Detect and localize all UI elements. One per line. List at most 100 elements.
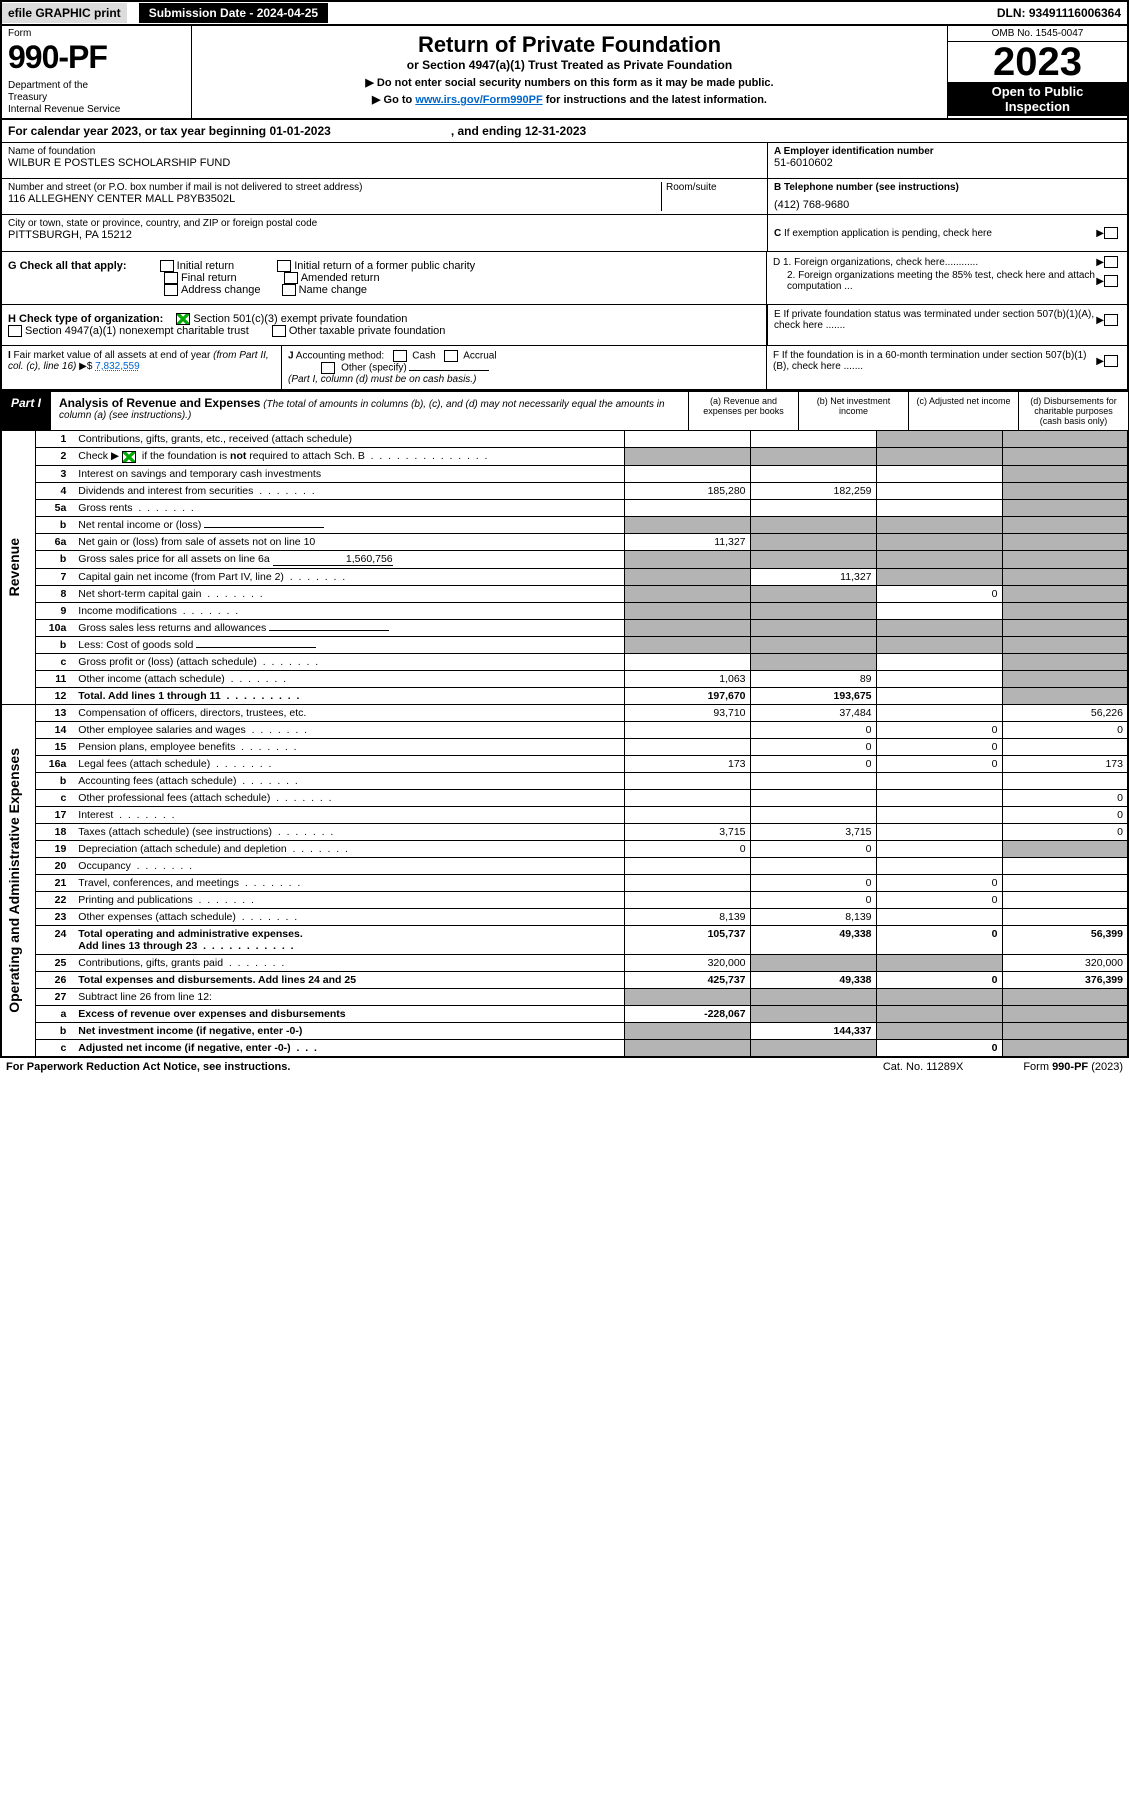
f-cb[interactable] (1104, 355, 1118, 367)
expenses-side-label: Operating and Administrative Expenses (1, 704, 35, 1056)
d2-label: 2. Foreign organizations meeting the 85%… (773, 270, 1096, 292)
amount-cell (1002, 602, 1128, 619)
h-label: H Check type of organization: (8, 313, 163, 325)
g-section: G Check all that apply: Initial return I… (2, 252, 767, 304)
line-description: Other professional fees (attach schedule… (74, 789, 624, 806)
amount-cell (876, 465, 1002, 482)
line-description: Printing and publications . . . . . . . (74, 891, 624, 908)
header-center: Return of Private Foundation or Section … (192, 26, 947, 118)
table-row: Revenue1Contributions, gifts, grants, et… (1, 431, 1128, 448)
line-description: Interest on savings and temporary cash i… (74, 465, 624, 482)
amount-cell (876, 806, 1002, 823)
submission-date: Submission Date - 2024-04-25 (139, 3, 328, 23)
tax-year: 2023 (948, 42, 1127, 82)
amount-cell (750, 954, 876, 971)
h-501c3-cb[interactable] (176, 313, 190, 325)
phone-label: B Telephone number (see instructions) (774, 182, 959, 193)
other-specify-input[interactable] (409, 370, 489, 371)
line-number: 7 (35, 568, 74, 585)
amount-cell: 0 (750, 840, 876, 857)
amount-cell (1002, 482, 1128, 499)
amount-cell (624, 465, 750, 482)
amount-cell: 89 (750, 670, 876, 687)
sch-b-cb[interactable] (122, 451, 136, 463)
irs-link[interactable]: www.irs.gov/Form990PF (415, 94, 542, 106)
line-number: 19 (35, 840, 74, 857)
amount-cell: 0 (750, 755, 876, 772)
amount-cell (750, 465, 876, 482)
phone-value: (412) 768-9680 (774, 193, 1121, 211)
amount-cell (1002, 1039, 1128, 1056)
table-row: 7Capital gain net income (from Part IV, … (1, 568, 1128, 585)
amount-cell (876, 533, 1002, 550)
form-subtitle: or Section 4947(a)(1) Trust Treated as P… (198, 58, 941, 72)
table-row: 11Other income (attach schedule) . . . .… (1, 670, 1128, 687)
calendar-year-row: For calendar year 2023, or tax year begi… (0, 120, 1129, 143)
addr-change-cb[interactable] (164, 284, 178, 296)
h-4947-cb[interactable] (8, 325, 22, 337)
f-label: F If the foundation is in a 60-month ter… (773, 350, 1096, 372)
cal-year-begin: For calendar year 2023, or tax year begi… (8, 124, 331, 138)
ein-value: 51-6010602 (774, 157, 1121, 169)
e-section: E If private foundation status was termi… (767, 305, 1127, 345)
cash-cb[interactable] (393, 350, 407, 362)
amount-cell: 0 (876, 738, 1002, 755)
amount-cell: 0 (1002, 806, 1128, 823)
line-description: Accounting fees (attach schedule) . . . … (74, 772, 624, 789)
amount-cell (1002, 738, 1128, 755)
cal-year-end: , and ending 12-31-2023 (451, 124, 586, 138)
amount-cell (1002, 772, 1128, 789)
e-cb[interactable] (1104, 314, 1118, 326)
ein-label: A Employer identification number (774, 146, 934, 157)
accrual-cb[interactable] (444, 350, 458, 362)
line-number: 2 (35, 448, 74, 465)
line-number: 13 (35, 704, 74, 721)
open-inspection: Open to PublicInspection (948, 82, 1127, 116)
revenue-side-label: Revenue (1, 431, 35, 704)
amount-cell (624, 772, 750, 789)
amount-cell: 11,327 (624, 533, 750, 550)
amount-cell (750, 585, 876, 602)
h-other-cb[interactable] (272, 325, 286, 337)
line-number: 23 (35, 908, 74, 925)
line-description: Capital gain net income (from Part IV, l… (74, 568, 624, 585)
amount-cell (1002, 568, 1128, 585)
amount-cell (750, 1005, 876, 1022)
amount-cell: 0 (1002, 823, 1128, 840)
d2-cb[interactable] (1104, 275, 1118, 287)
amount-cell (624, 988, 750, 1005)
line-number: b (35, 636, 74, 653)
line-description: Total. Add lines 1 through 11 . . . . . … (74, 687, 624, 704)
foundation-info: Name of foundation WILBUR E POSTLES SCHO… (0, 143, 1129, 252)
line-description: Depreciation (attach schedule) and deple… (74, 840, 624, 857)
amount-cell (1002, 891, 1128, 908)
amount-cell: 0 (876, 585, 1002, 602)
line-number: c (35, 1039, 74, 1056)
d1-cb[interactable] (1104, 256, 1118, 268)
initial-return-cb[interactable] (160, 260, 174, 272)
amount-cell (750, 653, 876, 670)
table-row: 16aLegal fees (attach schedule) . . . . … (1, 755, 1128, 772)
name-change-cb[interactable] (282, 284, 296, 296)
final-return-cb[interactable] (164, 272, 178, 284)
address: 116 ALLEGHENY CENTER MALL P8YB3502L (8, 193, 661, 205)
amount-cell (876, 431, 1002, 448)
initial-former-cb[interactable] (277, 260, 291, 272)
table-row: Operating and Administrative Expenses13C… (1, 704, 1128, 721)
line-number: 20 (35, 857, 74, 874)
line-number: b (35, 516, 74, 533)
line-description: Other income (attach schedule) . . . . .… (74, 670, 624, 687)
amount-cell: 0 (1002, 721, 1128, 738)
line-description: Total operating and administrative expen… (74, 925, 624, 954)
amount-cell: 0 (876, 971, 1002, 988)
exemption-checkbox[interactable] (1104, 227, 1118, 239)
foundation-name: WILBUR E POSTLES SCHOLARSHIP FUND (8, 157, 761, 169)
table-row: 4Dividends and interest from securities … (1, 482, 1128, 499)
amended-cb[interactable] (284, 272, 298, 284)
other-cb[interactable] (321, 362, 335, 374)
fmv-value[interactable]: 7,832,559 (95, 361, 140, 372)
amount-cell (876, 823, 1002, 840)
line-number: 17 (35, 806, 74, 823)
col-d-header: (d) Disbursements for charitable purpose… (1018, 392, 1128, 430)
line-description: Gross sales price for all assets on line… (74, 550, 624, 568)
